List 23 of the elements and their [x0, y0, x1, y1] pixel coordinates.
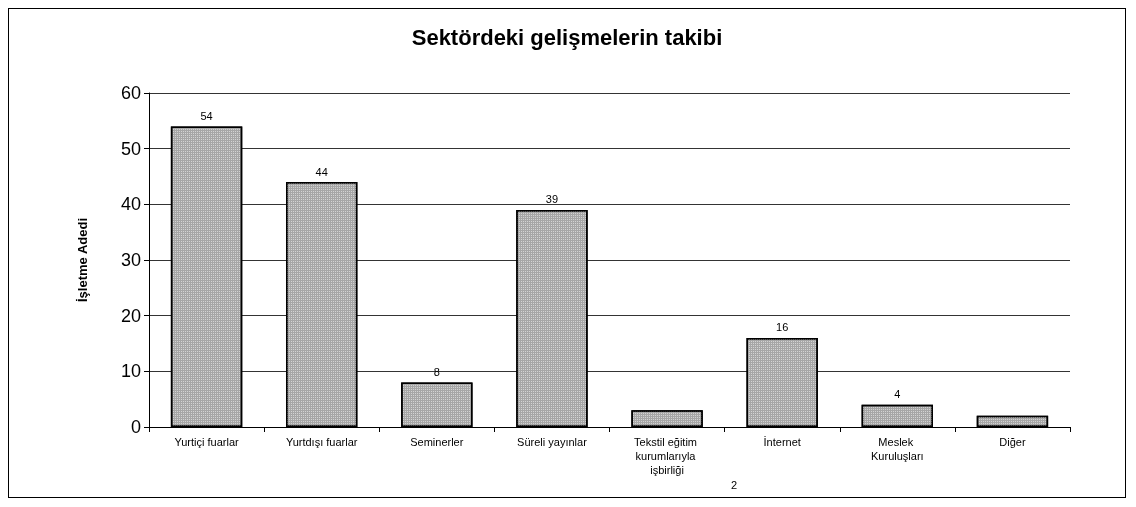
- data-label: 39: [545, 193, 559, 206]
- x-tick-label: Meslek Kuruluşları: [871, 436, 924, 462]
- x-tick-label: Tekstil eğitim kurumlarıyla işbirliği: [634, 436, 701, 476]
- y-axis-title: İşletme Adedi: [75, 217, 90, 303]
- y-tick-label: 20: [120, 305, 141, 326]
- y-tick-label: 10: [120, 361, 141, 382]
- data-label: 44: [315, 165, 328, 178]
- x-tick-label: Yurtdışı fuarlar: [285, 436, 358, 448]
- y-tick-label: 0: [130, 417, 141, 437]
- data-label: 16: [776, 321, 789, 334]
- x-tick-label: Seminerler: [410, 436, 464, 448]
- x-tick-label: Diğer: [999, 436, 1026, 448]
- x-tick-label: Yurtiçi fuarlar: [174, 436, 239, 448]
- text: 2: [731, 478, 738, 491]
- data-label: 54: [200, 109, 213, 122]
- y-tick-label: 60: [120, 83, 141, 103]
- y-tick-label: 30: [120, 250, 141, 270]
- y-tick-label: 50: [120, 138, 141, 159]
- data-label: 4: [894, 388, 901, 401]
- y-tick-label: 40: [120, 194, 141, 215]
- x-tick-label: Süreli yayınlar: [517, 436, 588, 448]
- x-tick-label: İnternet: [763, 436, 801, 448]
- chart-title: Sektördeki gelişmelerin takibi: [411, 24, 723, 50]
